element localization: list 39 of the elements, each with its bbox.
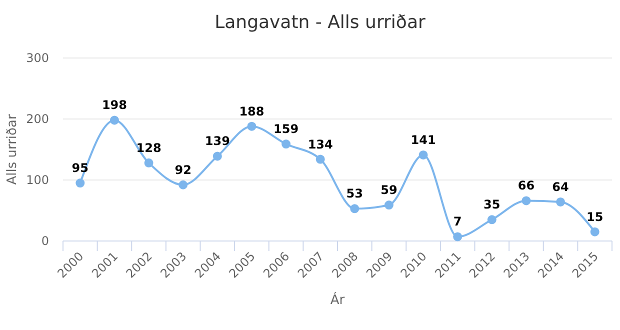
chart-title: Langavatn - Alls urriðar — [214, 12, 426, 33]
point — [522, 196, 531, 206]
data-label: 188 — [239, 104, 264, 118]
point — [110, 116, 119, 125]
y-tick-label: 200 — [26, 112, 49, 126]
point — [556, 197, 566, 206]
data-label: 141 — [410, 132, 436, 147]
point — [590, 227, 600, 236]
y-tick-label: 100 — [26, 173, 49, 187]
point — [350, 204, 360, 214]
data-label: 134 — [308, 137, 333, 152]
data-label: 95 — [72, 161, 89, 176]
data-label: 139 — [204, 134, 230, 148]
data-label: 128 — [136, 140, 162, 155]
data-label: 59 — [380, 183, 398, 198]
data-label: 198 — [102, 98, 127, 112]
data-label: 159 — [274, 122, 299, 136]
data-label: 15 — [586, 210, 604, 224]
data-label: 53 — [346, 186, 364, 201]
y-axis-title: Alls urriðar — [5, 114, 20, 185]
data-label: 64 — [552, 180, 569, 194]
point — [282, 140, 291, 149]
data-label: 92 — [174, 162, 192, 177]
data-label: 7 — [453, 214, 462, 229]
point — [487, 215, 496, 224]
point — [418, 150, 428, 160]
point — [384, 200, 394, 210]
x-axis-title: Ár — [330, 291, 346, 308]
point — [212, 152, 222, 161]
point — [144, 158, 154, 168]
y-tick-label: 300 — [26, 51, 49, 65]
point — [247, 122, 256, 131]
point — [453, 232, 462, 242]
point — [178, 180, 188, 190]
y-tick-label: 0 — [41, 234, 49, 248]
point — [316, 154, 325, 164]
point — [76, 178, 85, 188]
data-label: 35 — [484, 198, 500, 212]
data-label: 66 — [518, 178, 535, 193]
